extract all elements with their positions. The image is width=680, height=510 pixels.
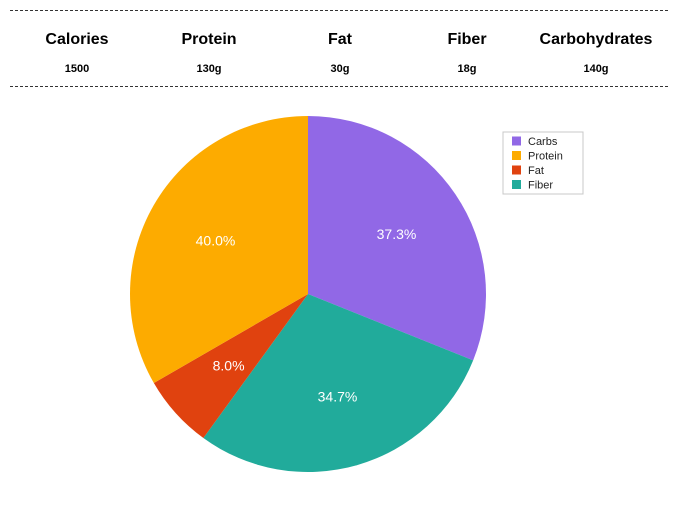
pie-slice-protein: [130, 116, 308, 383]
summary-value: 140g: [583, 63, 609, 75]
slice-label-fiber: 34.7%: [318, 389, 358, 405]
summary-value: 130g: [196, 63, 222, 75]
legend-label-fiber: Fiber: [528, 180, 553, 192]
summary-value: 30g: [330, 63, 350, 75]
summary-fat: Fat 30g: [265, 30, 415, 76]
legend-swatch-fiber: [512, 180, 521, 189]
summary-label: Protein: [181, 31, 237, 48]
summary-carbohydrates: Carbohydrates 140g: [521, 30, 671, 76]
legend-swatch-fat: [512, 165, 521, 175]
summary-value: 18g: [457, 63, 477, 75]
pie-slice-fiber: [203, 294, 474, 473]
pie-slice-carbs: [308, 116, 486, 361]
summary-label: Fiber: [447, 31, 487, 48]
top-divider: [10, 10, 668, 11]
slice-label-carbs: 37.3%: [377, 226, 417, 242]
summary-value: 1500: [64, 63, 90, 75]
slice-label-protein: 40.0%: [196, 233, 236, 249]
legend-label-protein: Protein: [528, 151, 563, 163]
pie-slice-fat: [153, 294, 308, 439]
summary-protein: Protein 130g: [134, 30, 284, 76]
summary-label: Calories: [45, 31, 109, 48]
summary-fiber: Fiber 18g: [392, 30, 542, 76]
chart-legend: Carbs Protein Fat Fiber: [502, 131, 584, 195]
slice-label-fat: 8.0%: [213, 358, 245, 374]
legend-swatch-protein: [512, 151, 521, 160]
summary-label: Carbohydrates: [539, 31, 653, 48]
summary-label: Fat: [328, 31, 352, 48]
legend-swatch-carbs: [512, 136, 521, 146]
bottom-divider: [10, 86, 668, 87]
legend-label-fat: Fat: [528, 165, 544, 177]
pie-slices: [130, 116, 486, 473]
nutrition-summary: Calories 1500 Protein 130g Fat 30g Fiber…: [0, 30, 680, 80]
summary-calories: Calories 1500: [2, 30, 152, 76]
legend-label-carbs: Carbs: [528, 136, 558, 148]
pie-slice-labels: 37.3% 34.7% 8.0% 40.0%: [196, 226, 417, 404]
